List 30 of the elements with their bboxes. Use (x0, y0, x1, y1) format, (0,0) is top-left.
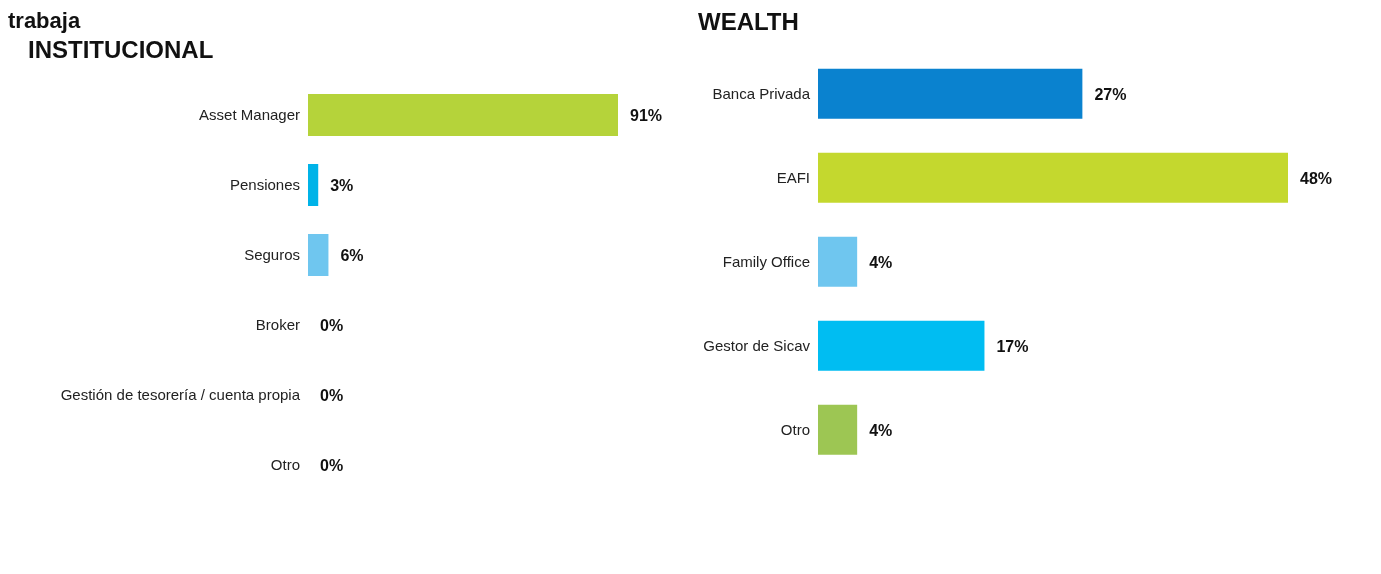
data-label: 48% (1300, 169, 1333, 187)
data-label: 6% (340, 246, 364, 264)
y-tick-label: Pensiones (229, 176, 300, 194)
y-tick-label: EAFI (776, 169, 810, 187)
y-tick-label: Asset Manager (199, 106, 300, 124)
y-tick-label: Family Office (722, 253, 810, 271)
text: trabaja (8, 8, 82, 35)
bar (818, 68, 1083, 119)
data-label: 0% (320, 456, 344, 474)
chart-title: WEALTH (697, 8, 800, 37)
data-label: 0% (320, 386, 344, 404)
y-tick-label: Banca Privada (712, 85, 811, 103)
bar (818, 404, 858, 455)
data-label: 17% (996, 337, 1029, 355)
data-label: 91% (630, 106, 663, 124)
data-label: 0% (320, 316, 344, 334)
data-label: 3% (330, 176, 354, 194)
y-tick-label: Gestor de Sicav (703, 337, 811, 355)
y-tick-label: Seguros (244, 246, 300, 264)
bar (818, 152, 1288, 203)
y-tick-label: Otro (780, 421, 810, 439)
bar (818, 320, 985, 371)
bar (818, 236, 858, 287)
data-label: 4% (869, 421, 893, 439)
y-tick-label: Broker (255, 316, 300, 334)
y-tick-label: Otro (270, 456, 300, 474)
y-tick-label: Gestión de tesorería / cuenta propia (60, 386, 301, 404)
data-label: 27% (1094, 85, 1127, 103)
chart-title: INSTITUCIONAL (27, 36, 215, 65)
data-label: 4% (869, 253, 893, 271)
